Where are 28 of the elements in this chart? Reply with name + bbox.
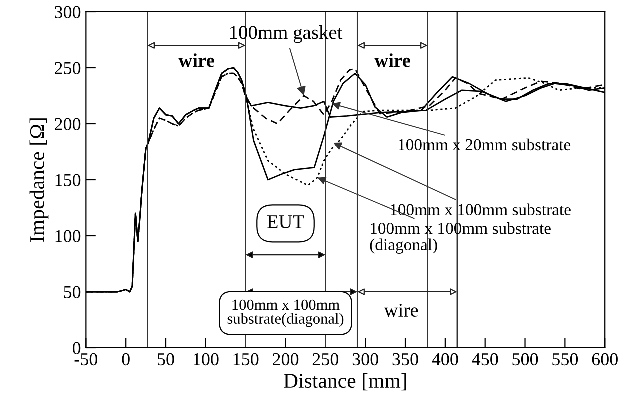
x-tick-label: 450 — [472, 353, 498, 366]
y-tick-label: 0 — [72, 342, 81, 354]
x-tick-label: 50 — [158, 353, 174, 366]
x-axis-title: Distance [mm] — [284, 373, 406, 391]
x-tick-label: 200 — [273, 353, 299, 366]
x-tick-label: -50 — [74, 353, 98, 366]
y-tick-label: 150 — [56, 174, 81, 186]
x-tick-label: 300 — [352, 353, 378, 366]
x-tick-label: 600 — [592, 353, 618, 366]
y-tick-label: 100 — [56, 230, 81, 242]
x-tick-label: 550 — [552, 353, 578, 366]
x-tick-label: 0 — [122, 353, 130, 366]
annotation: wire — [178, 54, 214, 68]
annotation: 100mm x 100mm substrate(diagonal) — [228, 300, 344, 328]
y-tick-label: 300 — [55, 6, 81, 18]
x-tick-label: 250 — [312, 353, 339, 366]
annotation: wire — [374, 54, 410, 68]
annotation: EUT — [267, 216, 304, 229]
y-tick-label: 200 — [55, 118, 81, 130]
x-tick-label: 100 — [194, 353, 219, 366]
x-tick-label: 350 — [392, 353, 418, 366]
x-tick-label: 150 — [234, 353, 259, 366]
y-axis-title: Impedance [Ω] — [30, 118, 49, 242]
y-tick-label: 50 — [64, 286, 81, 298]
y-tick-label: 250 — [55, 62, 81, 74]
x-tick-label: 400 — [432, 353, 458, 366]
x-tick-label: 500 — [512, 353, 538, 366]
annotation: wire — [384, 304, 418, 318]
